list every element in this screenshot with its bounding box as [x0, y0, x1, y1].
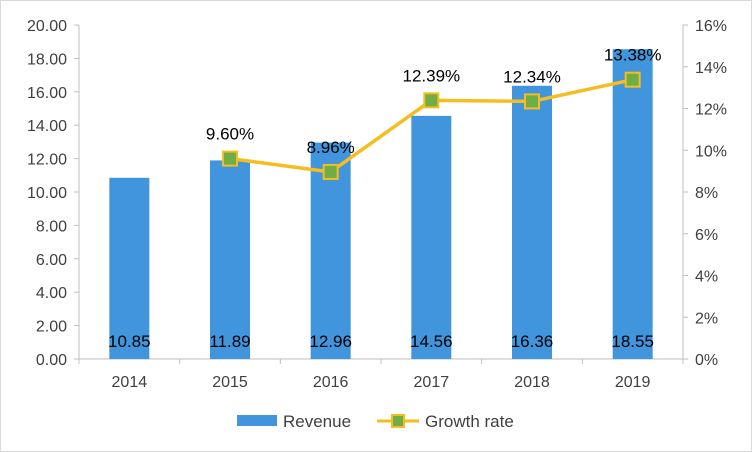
- revenue-bar: [210, 160, 250, 359]
- right-axis-tick-label: 6%: [695, 227, 718, 244]
- x-axis-tick-label: 2014: [112, 374, 148, 391]
- revenue-data-label: 14.56: [410, 332, 453, 351]
- left-axis-tick-label: 6.00: [36, 252, 67, 269]
- legend: Revenue Growth rate: [237, 412, 514, 431]
- revenue-bar: [411, 115, 452, 360]
- right-axis-tick-label: 14%: [695, 60, 727, 77]
- revenue-bar: [109, 177, 150, 359]
- x-axis-tick-label: 2015: [212, 374, 248, 391]
- left-axis-tick-label: 2.00: [36, 319, 67, 336]
- growth-rate-marker: [423, 92, 440, 109]
- growth-rate-marker: [624, 71, 641, 88]
- left-axis-tick-label: 16.00: [27, 85, 67, 102]
- right-axis-tick-label: 8%: [695, 185, 718, 202]
- right-axis-tick-label: 2%: [695, 310, 718, 327]
- right-axis-tick-label: 12%: [695, 102, 727, 119]
- left-axis-tick-label: 14.00: [27, 118, 67, 135]
- right-axis-tick-label: 0%: [695, 352, 718, 369]
- legend-marker-growth-rate: [391, 414, 405, 428]
- left-axis-tick-label: 8.00: [36, 218, 67, 235]
- legend-swatch-revenue: [237, 415, 277, 426]
- legend-label-growth-rate: Growth rate: [425, 412, 514, 431]
- growth-rate-data-label: 9.60%: [206, 125, 254, 144]
- right-axis-tick-label: 16%: [695, 18, 727, 35]
- right-axis-tick-label: 4%: [695, 269, 718, 286]
- growth-rate-data-label: 8.96%: [307, 138, 355, 157]
- x-axis-tick-label: 2016: [313, 374, 349, 391]
- growth-rate-data-label: 12.39%: [402, 66, 460, 85]
- growth-rate-line: [222, 71, 641, 180]
- left-axis-tick-label: 4.00: [36, 285, 67, 302]
- revenue-data-label: 18.55: [611, 332, 654, 351]
- revenue-bars: [109, 49, 653, 360]
- revenue-data-label: 16.36: [511, 332, 554, 351]
- revenue-bar: [512, 85, 552, 360]
- data-labels: 10.85 11.89 12.96 14.56 16.36 18.55 9.60% 8.96%…: [108, 46, 661, 351]
- left-axis-tick-label: 12.00: [27, 152, 67, 169]
- x-axis-tick-label: 2018: [514, 374, 550, 391]
- left-axis-tick-label: 18.00: [27, 51, 67, 68]
- x-axis-tick-label: 2017: [414, 374, 450, 391]
- growth-rate-data-label: 12.34%: [503, 67, 561, 86]
- axes: 0.00 2.00 4.00 6.00 8.00 10.00 12.00 14.00 16.00…: [27, 18, 727, 391]
- left-axis-tick-label: 0.00: [36, 352, 67, 369]
- left-axis-tick-label: 20.00: [27, 18, 67, 35]
- x-axis-tick-label: 2019: [615, 374, 651, 391]
- revenue-data-label: 10.85: [108, 332, 151, 351]
- growth-rate-marker: [222, 150, 238, 167]
- growth-rate-marker: [322, 163, 339, 180]
- revenue-bar: [612, 49, 653, 360]
- revenue-data-label: 11.89: [209, 332, 250, 351]
- legend-label-revenue: Revenue: [283, 412, 351, 431]
- revenue-data-label: 12.96: [309, 332, 352, 351]
- left-axis-tick-label: 10.00: [27, 185, 67, 202]
- right-axis-tick-label: 10%: [695, 143, 727, 160]
- growth-rate-marker: [524, 93, 540, 110]
- growth-rate-data-label: 13.38%: [604, 46, 662, 65]
